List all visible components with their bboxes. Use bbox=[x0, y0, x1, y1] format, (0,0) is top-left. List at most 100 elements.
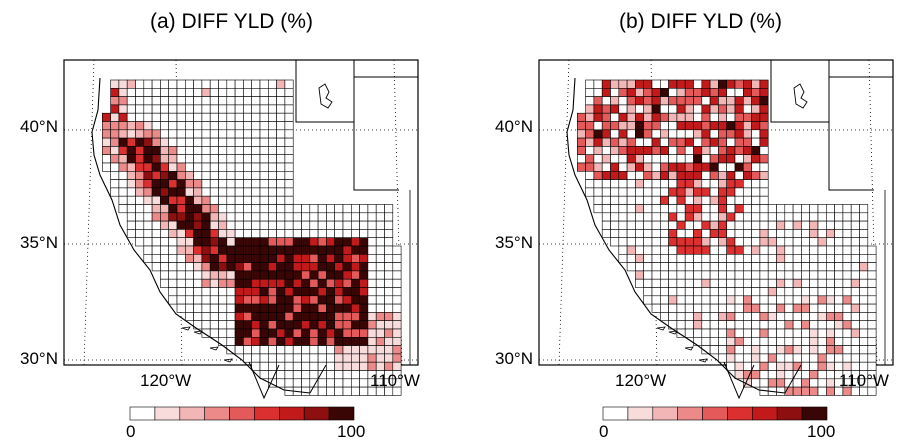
grid-cell bbox=[301, 320, 311, 330]
grid-cell bbox=[751, 220, 761, 230]
grid-cell bbox=[243, 121, 252, 131]
grid-cell bbox=[284, 361, 294, 371]
grid-cell bbox=[384, 353, 394, 363]
grid-cell bbox=[693, 146, 703, 155]
grid-cell bbox=[218, 129, 228, 139]
grid-cell bbox=[359, 312, 369, 321]
grid-cell bbox=[601, 171, 611, 180]
colorbar-max-label: 100 bbox=[337, 422, 366, 441]
grid-cell bbox=[326, 229, 335, 238]
grid-cell bbox=[701, 237, 711, 247]
grid-cell bbox=[234, 121, 244, 131]
grid-cell bbox=[375, 345, 385, 355]
grid-cell bbox=[392, 278, 402, 288]
grid-cell bbox=[375, 254, 385, 263]
grid-cell bbox=[201, 154, 211, 164]
grid-cell bbox=[392, 386, 402, 396]
grid-cell bbox=[792, 287, 802, 297]
grid-cell bbox=[817, 328, 827, 338]
grid-cell bbox=[143, 204, 153, 214]
grid-cell bbox=[342, 370, 352, 380]
grid-cell bbox=[259, 278, 269, 288]
grid-cell bbox=[801, 303, 810, 313]
grid-cell bbox=[776, 345, 786, 355]
grid-cell bbox=[751, 320, 761, 330]
grid-cell bbox=[193, 287, 203, 297]
lat-label-35: 35°N bbox=[495, 233, 533, 252]
grid-cell bbox=[726, 345, 736, 355]
grid-cell bbox=[193, 270, 203, 280]
grid-cell bbox=[201, 312, 211, 321]
grid-cell bbox=[825, 262, 835, 272]
grid-cell bbox=[759, 370, 769, 380]
grid-cell bbox=[284, 345, 294, 355]
grid-cell bbox=[193, 303, 203, 313]
grid-cell bbox=[834, 278, 844, 288]
grid-cell bbox=[726, 295, 736, 305]
grid-cell bbox=[709, 270, 719, 280]
grid-cell bbox=[618, 112, 628, 122]
grid-cell bbox=[251, 278, 261, 288]
grid-cell bbox=[226, 229, 236, 238]
grid-cell bbox=[601, 88, 611, 97]
grid-cell bbox=[726, 96, 736, 106]
grid-cell bbox=[718, 179, 727, 189]
grid-cell bbox=[218, 237, 228, 247]
grid-cell bbox=[751, 154, 761, 164]
grid-cell bbox=[701, 154, 711, 164]
grid-cell bbox=[193, 96, 203, 106]
grid-cell bbox=[359, 353, 369, 363]
grid-cell bbox=[618, 245, 628, 255]
grid-cell bbox=[259, 204, 269, 214]
grid-cell bbox=[817, 378, 827, 388]
grid-cell bbox=[684, 137, 694, 147]
grid-cell bbox=[776, 370, 786, 380]
grid-cell bbox=[359, 262, 369, 272]
grid-cell bbox=[759, 229, 769, 238]
grid-cell bbox=[801, 353, 810, 363]
grid-cell bbox=[234, 137, 244, 147]
grid-cell bbox=[185, 171, 194, 180]
grid-cell bbox=[825, 361, 835, 371]
grid-cell bbox=[676, 104, 686, 114]
grid-cell bbox=[809, 378, 819, 388]
grid-cell bbox=[684, 270, 694, 280]
grid-cell bbox=[643, 254, 653, 263]
grid-cell bbox=[110, 88, 120, 97]
grid-cell bbox=[726, 328, 736, 338]
grid-cell bbox=[734, 312, 744, 321]
grid-cell bbox=[243, 220, 252, 230]
grid-cell bbox=[668, 220, 678, 230]
grid-cell bbox=[668, 303, 678, 313]
grid-cell bbox=[384, 287, 394, 297]
grid-cell bbox=[267, 237, 277, 247]
grid-cell bbox=[301, 378, 311, 388]
grid-cell bbox=[676, 212, 686, 222]
grid-cell bbox=[751, 162, 761, 172]
grid-cell bbox=[317, 220, 327, 230]
grid-cell bbox=[110, 121, 120, 131]
grid-cell bbox=[367, 361, 377, 371]
grid-cell bbox=[660, 79, 669, 89]
grid-cell bbox=[684, 328, 694, 338]
grid-cell bbox=[651, 287, 661, 297]
grid-cell bbox=[684, 162, 694, 172]
grid-cell bbox=[610, 88, 620, 97]
grid-cell bbox=[817, 229, 827, 238]
grid-cell bbox=[168, 146, 178, 155]
grid-cell bbox=[742, 137, 752, 147]
grid-cell bbox=[185, 146, 194, 155]
grid-cell bbox=[726, 137, 736, 147]
grid-cell bbox=[859, 204, 869, 214]
grid-cell bbox=[709, 129, 719, 139]
grid-cell bbox=[243, 171, 252, 180]
grid-cell bbox=[359, 345, 369, 355]
grid-cell bbox=[176, 245, 186, 255]
grid-cell bbox=[792, 378, 802, 388]
grid-cell bbox=[226, 96, 236, 106]
grid-cell bbox=[809, 370, 819, 380]
grid-cell bbox=[234, 88, 244, 97]
grid-cell bbox=[326, 320, 335, 330]
grid-cell bbox=[168, 245, 178, 255]
island bbox=[209, 346, 219, 351]
